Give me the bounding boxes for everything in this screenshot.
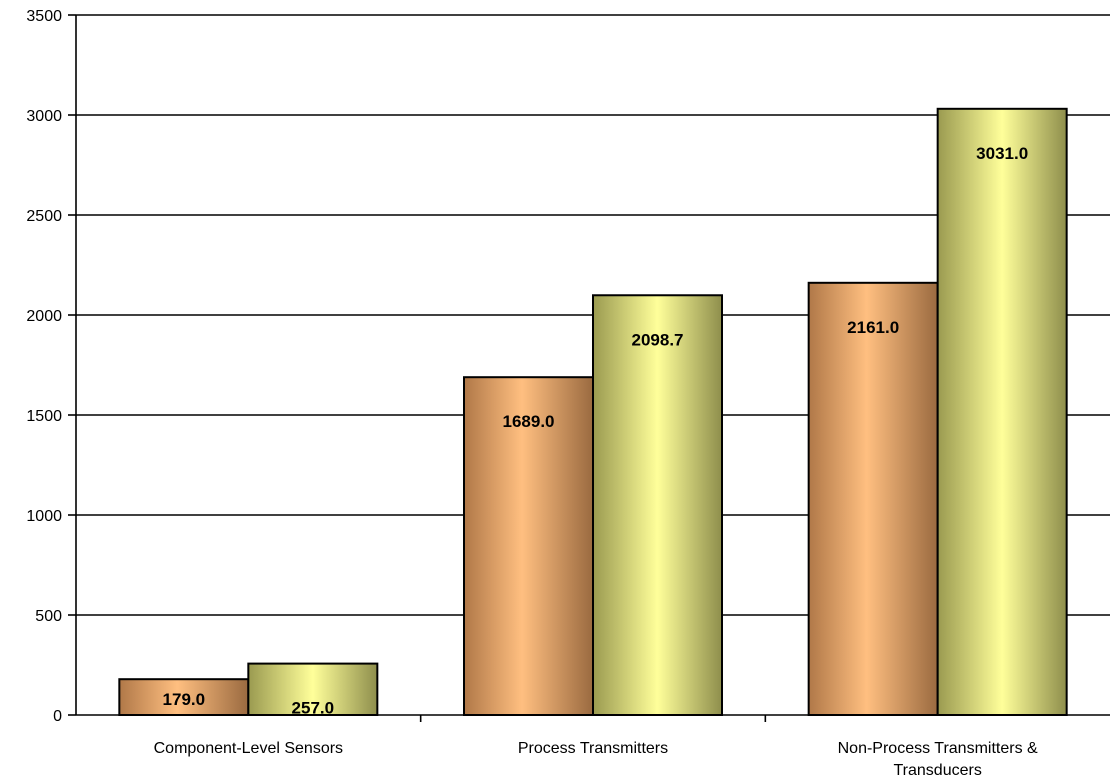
bar-series-2 bbox=[592, 294, 723, 716]
y-tick-label: 3500 bbox=[26, 8, 62, 25]
data-label: 2161.0 bbox=[847, 318, 899, 337]
axes bbox=[68, 14, 1110, 722]
y-tick-label: 3000 bbox=[26, 108, 62, 125]
bar-series-1 bbox=[463, 376, 594, 716]
y-tick-label: 2000 bbox=[26, 308, 62, 325]
y-tick-label: 2500 bbox=[26, 208, 62, 225]
bar-series-2 bbox=[936, 107, 1068, 717]
bar-series-2 bbox=[247, 662, 379, 716]
data-label: 179.0 bbox=[163, 690, 206, 709]
data-label: 3031.0 bbox=[976, 144, 1028, 163]
x-tick-label: Process Transmitters bbox=[518, 740, 668, 757]
y-tick-label: 1000 bbox=[26, 508, 62, 525]
x-tick-label: Component-Level Sensors bbox=[154, 740, 343, 757]
y-tick-label: 1500 bbox=[26, 408, 62, 425]
data-label: 2098.7 bbox=[632, 330, 684, 349]
bar-series-1 bbox=[807, 281, 939, 716]
x-tick-label: Non-Process Transmitters & Transducers bbox=[838, 740, 1038, 779]
data-label: 257.0 bbox=[292, 699, 335, 718]
y-tick-label: 500 bbox=[35, 608, 62, 625]
bars bbox=[118, 107, 1068, 717]
y-tick-label: 0 bbox=[53, 708, 62, 725]
labels: 0 500 1000 1500 2000 2500 3000 3500 179.0 257.0 Co… bbox=[26, 8, 1038, 779]
data-label: 1689.0 bbox=[503, 412, 555, 431]
